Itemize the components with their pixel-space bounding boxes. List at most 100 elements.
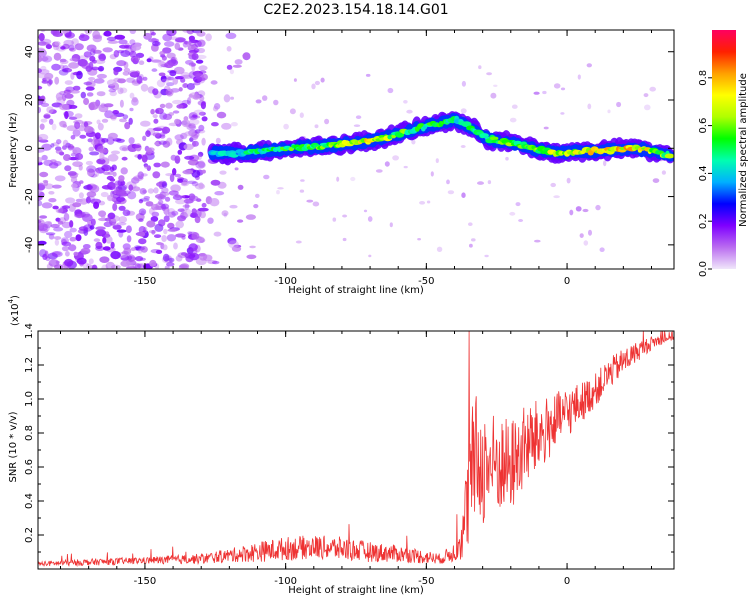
noise-blob [183,143,194,151]
x-tick-label: 0 [564,276,570,287]
noise-blob [48,118,54,125]
noise-blob [350,176,356,182]
noise-blob [158,219,166,227]
noise-blob [102,237,107,244]
noise-blob [543,126,549,130]
noise-blob [99,152,105,161]
noise-blob [93,201,100,209]
noise-blob [140,246,148,253]
noise-blob [295,240,302,244]
noise-blob [166,234,177,242]
noise-blob [55,92,64,101]
y-tick-label: 40 [24,45,35,58]
noise-blob [107,181,116,191]
noise-blob [102,47,113,53]
noise-blob [80,91,87,99]
noise-blob [143,32,153,40]
noise-blob [166,137,173,146]
noise-blob [87,220,92,225]
noise-blob [52,142,60,147]
noise-blob [175,198,186,205]
noise-blob [198,111,206,116]
noise-blob [245,214,256,220]
noise-blob [160,161,170,168]
noise-blob [103,103,114,108]
noise-blob [509,211,516,216]
noise-blob [45,256,51,262]
noise-blob [196,31,206,37]
noise-blob [112,222,119,226]
noise-blob [314,124,319,129]
noise-blob [101,164,112,172]
noise-blob [156,242,163,246]
x-tick-label: 0 [564,576,570,587]
noise-blob [153,162,161,168]
noise-blob [152,114,158,119]
noise-blob [142,135,147,141]
noise-blob [136,75,143,84]
noise-blob [96,73,107,79]
noise-blob [114,180,123,186]
noise-blob [384,161,390,167]
spectrogram-noise-blobs [38,30,667,269]
y-tick-label: 0.8 [24,425,35,441]
noise-blob [61,67,73,73]
noise-blob [177,149,183,155]
noise-blob [47,252,58,260]
noise-blob [103,30,112,37]
noise-blob [293,78,297,82]
noise-blob [607,109,611,114]
noise-blob [64,165,72,172]
noise-blob [52,30,60,36]
noise-blob [91,264,98,269]
noise-blob [595,204,601,211]
noise-blob [661,170,667,175]
noise-blob [363,209,368,213]
noise-blob [184,202,190,211]
noise-blob [283,123,289,130]
noise-blob [201,116,208,122]
noise-blob [169,173,175,183]
noise-blob [163,41,175,47]
noise-blob [246,254,257,260]
noise-blob [566,177,571,184]
noise-blob [603,160,607,167]
noise-blob [155,202,163,210]
ridge-core [664,153,674,159]
noise-blob [97,145,106,153]
noise-blob [116,196,126,202]
noise-blob [38,148,45,153]
noise-blob [490,92,497,99]
noise-blob [70,152,77,157]
noise-blob [89,151,100,156]
noise-blob [95,168,99,177]
noise-blob [85,160,93,166]
noise-blob [63,258,74,267]
noise-blob [161,187,169,194]
x-tick-label: -50 [418,276,434,287]
noise-blob [95,59,106,65]
noise-blob [65,197,76,204]
y-tick-label: 0 [24,145,35,151]
noise-blob [162,113,173,120]
noise-blob [311,83,316,90]
noise-blob [138,60,145,65]
noise-blob [41,202,53,209]
noise-blob [113,50,120,58]
noise-blob [197,154,202,161]
noise-blob [40,102,50,107]
noise-blob [127,191,137,200]
noise-blob [102,246,111,251]
noise-blob [83,81,93,86]
noise-blob [131,44,142,51]
noise-blob [121,250,129,255]
noise-blob [223,94,231,103]
snr-y-multiplier: (x104) [7,295,21,326]
noise-blob [119,99,124,108]
noise-blob [227,237,237,245]
noise-blob [56,139,62,145]
noise-blob [52,205,59,210]
noise-blob [181,119,191,128]
noise-blob [54,76,60,85]
noise-blob [312,201,320,207]
